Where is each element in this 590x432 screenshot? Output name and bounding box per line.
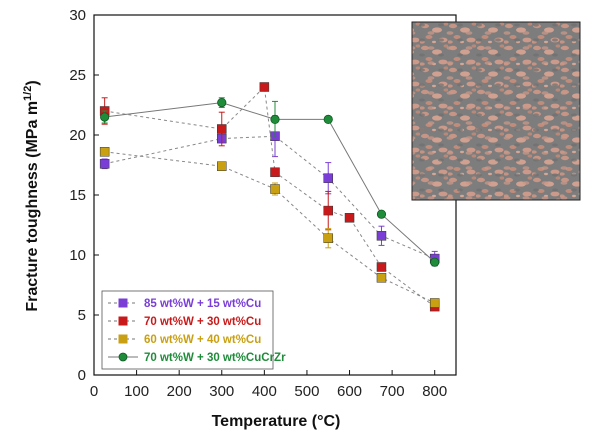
micrograph-frame bbox=[411, 21, 581, 201]
data-point bbox=[270, 167, 280, 177]
data-point bbox=[270, 184, 280, 194]
data-point bbox=[430, 257, 440, 267]
data-point bbox=[99, 147, 110, 157]
data-point bbox=[376, 273, 387, 283]
legend-label: 60 wt%W + 40 wt%Cu bbox=[144, 334, 261, 346]
legend-marker bbox=[118, 316, 128, 326]
data-point bbox=[429, 298, 440, 308]
y-tick-label: 0 bbox=[78, 367, 86, 384]
data-point bbox=[323, 173, 333, 183]
plot-area: 0 100 200 300 400 500 600 700 800 0 5 10 15 20 25 30 bbox=[69, 7, 457, 400]
data-point bbox=[323, 205, 333, 216]
data-point bbox=[376, 209, 387, 219]
y-tick-label: 15 bbox=[69, 187, 86, 204]
legend-label: 85 wt%W + 15 wt%Cu bbox=[144, 298, 261, 310]
micrograph-texture bbox=[412, 22, 580, 200]
legend-label: 70 wt%W + 30 wt%CuCrZr bbox=[144, 352, 286, 364]
y-axis-title: Fracture toughness (MPa m1/2) bbox=[22, 80, 41, 311]
y-tick-label: 25 bbox=[69, 67, 86, 84]
legend-marker bbox=[118, 334, 128, 344]
y-tick-label: 5 bbox=[78, 307, 86, 324]
series-line bbox=[104, 85, 436, 308]
data-point bbox=[376, 231, 387, 241]
data-point bbox=[323, 233, 333, 243]
y-tick-label: 10 bbox=[69, 247, 86, 264]
data-point bbox=[344, 213, 355, 223]
x-tick-label: 500 bbox=[294, 383, 319, 400]
x-axis-title: Temperature (°C) bbox=[212, 413, 341, 430]
series-line bbox=[104, 135, 435, 260]
y-axis-title-sup: 1/2 bbox=[22, 86, 34, 101]
x-tick-label: 300 bbox=[209, 383, 234, 400]
x-tick-label: 100 bbox=[124, 383, 149, 400]
x-tick-label: 400 bbox=[252, 383, 277, 400]
y-axis-title-main: Fracture toughness (MPa m bbox=[24, 101, 41, 312]
data-point bbox=[259, 82, 270, 92]
x-tick-label: 200 bbox=[167, 383, 192, 400]
legend-box bbox=[101, 290, 274, 370]
y-tick-label: 20 bbox=[69, 127, 86, 144]
data-point bbox=[217, 124, 227, 134]
y-tick-label: 30 bbox=[69, 7, 86, 24]
data-point bbox=[99, 159, 110, 169]
legend-label: 70 wt%W + 30 wt%Cu bbox=[144, 316, 261, 328]
legend-marker bbox=[118, 298, 128, 308]
x-tick-label: 800 bbox=[422, 383, 447, 400]
x-tick-label: 0 bbox=[90, 383, 98, 400]
data-point bbox=[217, 161, 227, 171]
data-point bbox=[323, 114, 333, 125]
x-tick-label: 700 bbox=[380, 383, 405, 400]
series-line bbox=[104, 102, 436, 263]
data-point bbox=[270, 114, 280, 125]
legend-marker bbox=[118, 352, 128, 362]
data-point bbox=[376, 262, 387, 272]
x-tick-label: 600 bbox=[337, 383, 362, 400]
series-line bbox=[104, 151, 435, 304]
y-axis-title-end: ) bbox=[24, 80, 41, 85]
data-point bbox=[217, 98, 227, 108]
micrograph-inset bbox=[411, 21, 581, 201]
legend: 85 wt%W + 15 wt%Cu 70 wt%W + 30 wt%Cu 60 w… bbox=[101, 290, 286, 370]
data-point bbox=[100, 112, 110, 122]
